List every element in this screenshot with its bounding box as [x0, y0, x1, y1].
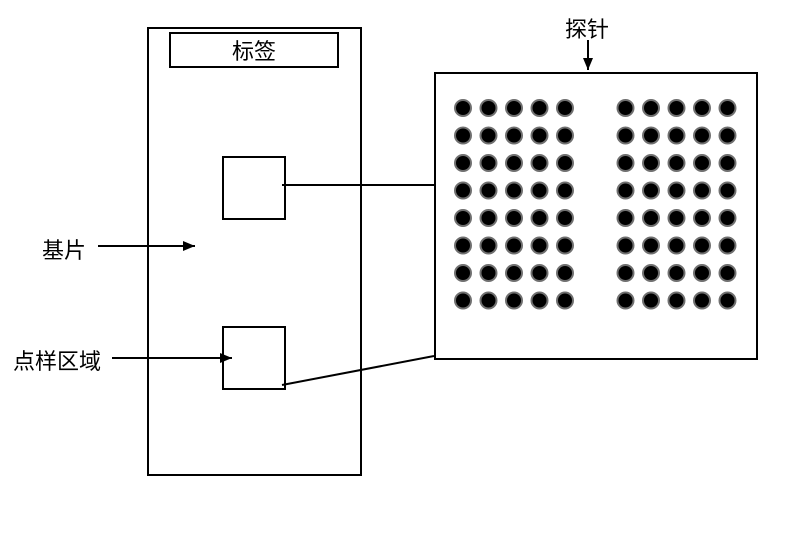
probe-dot	[506, 265, 522, 281]
probe-dot	[669, 210, 685, 226]
probe-dot	[557, 293, 573, 309]
probe-dot	[455, 265, 471, 281]
probe-dot	[455, 238, 471, 254]
probe-dot	[532, 128, 548, 144]
probe-dot	[557, 128, 573, 144]
probe-dot	[506, 100, 522, 116]
probe-dot	[455, 100, 471, 116]
probe-dot	[643, 238, 659, 254]
probe-dot	[557, 183, 573, 199]
probe-dot	[481, 210, 497, 226]
probe-dot	[694, 155, 710, 171]
probe-dot	[481, 155, 497, 171]
probe-dot	[557, 155, 573, 171]
probe-dot	[532, 238, 548, 254]
probe-dot	[557, 210, 573, 226]
probe-dot	[557, 265, 573, 281]
probe-dot	[618, 155, 634, 171]
probe-dot	[720, 238, 736, 254]
probe-dot	[455, 293, 471, 309]
probe-dot	[669, 100, 685, 116]
probe-dot	[720, 210, 736, 226]
probe-dot	[481, 265, 497, 281]
probe-dot	[481, 293, 497, 309]
probe-dot	[532, 293, 548, 309]
probe-dot	[618, 238, 634, 254]
probe-dot	[669, 238, 685, 254]
probe-dot	[618, 183, 634, 199]
diagram-canvas: 标签探针基片点样区域	[0, 0, 800, 533]
probe-dot	[643, 128, 659, 144]
diagram-svg	[0, 0, 800, 533]
probe-label: 探针	[565, 12, 609, 44]
probe-dot	[720, 183, 736, 199]
probe-dot	[506, 238, 522, 254]
probe-dot	[455, 155, 471, 171]
probe-dot	[455, 183, 471, 199]
probe-dot	[506, 293, 522, 309]
probe-dot	[694, 238, 710, 254]
probe-dot	[618, 210, 634, 226]
probe-dot	[618, 265, 634, 281]
probe-dot	[643, 100, 659, 116]
probe-dot	[532, 183, 548, 199]
probe-dot	[694, 265, 710, 281]
probe-dot	[506, 210, 522, 226]
probe-dot	[694, 128, 710, 144]
probe-dot	[669, 155, 685, 171]
substrate-label: 基片	[42, 233, 86, 265]
probe-dot	[720, 100, 736, 116]
probe-dot	[557, 238, 573, 254]
spotting-area-label: 点样区域	[13, 344, 101, 376]
probe-dot	[694, 183, 710, 199]
probe-dot	[506, 155, 522, 171]
probe-dot	[720, 293, 736, 309]
probe-dot	[720, 128, 736, 144]
probe-dot	[643, 183, 659, 199]
probe-dot	[618, 293, 634, 309]
probe-dot	[506, 183, 522, 199]
probe-dot	[669, 128, 685, 144]
probe-dot	[481, 183, 497, 199]
probe-dot	[532, 155, 548, 171]
probe-dot	[455, 210, 471, 226]
probe-dot	[532, 265, 548, 281]
probe-dot	[694, 210, 710, 226]
probe-dot	[643, 265, 659, 281]
probe-dot	[643, 293, 659, 309]
probe-dot	[557, 100, 573, 116]
probe-dot	[694, 293, 710, 309]
probe-dot	[455, 128, 471, 144]
probe-dot	[669, 183, 685, 199]
probe-dot	[643, 155, 659, 171]
probe-dot	[643, 210, 659, 226]
probe-dot	[669, 265, 685, 281]
probe-dot	[532, 210, 548, 226]
probe-dot	[618, 128, 634, 144]
probe-dot	[481, 128, 497, 144]
probe-dot	[481, 100, 497, 116]
probe-dot	[694, 100, 710, 116]
probe-dot	[506, 128, 522, 144]
probe-dot	[618, 100, 634, 116]
probe-dot	[532, 100, 548, 116]
probe-dot	[720, 155, 736, 171]
probe-dot	[481, 238, 497, 254]
probe-dot	[720, 265, 736, 281]
probe-dot	[669, 293, 685, 309]
